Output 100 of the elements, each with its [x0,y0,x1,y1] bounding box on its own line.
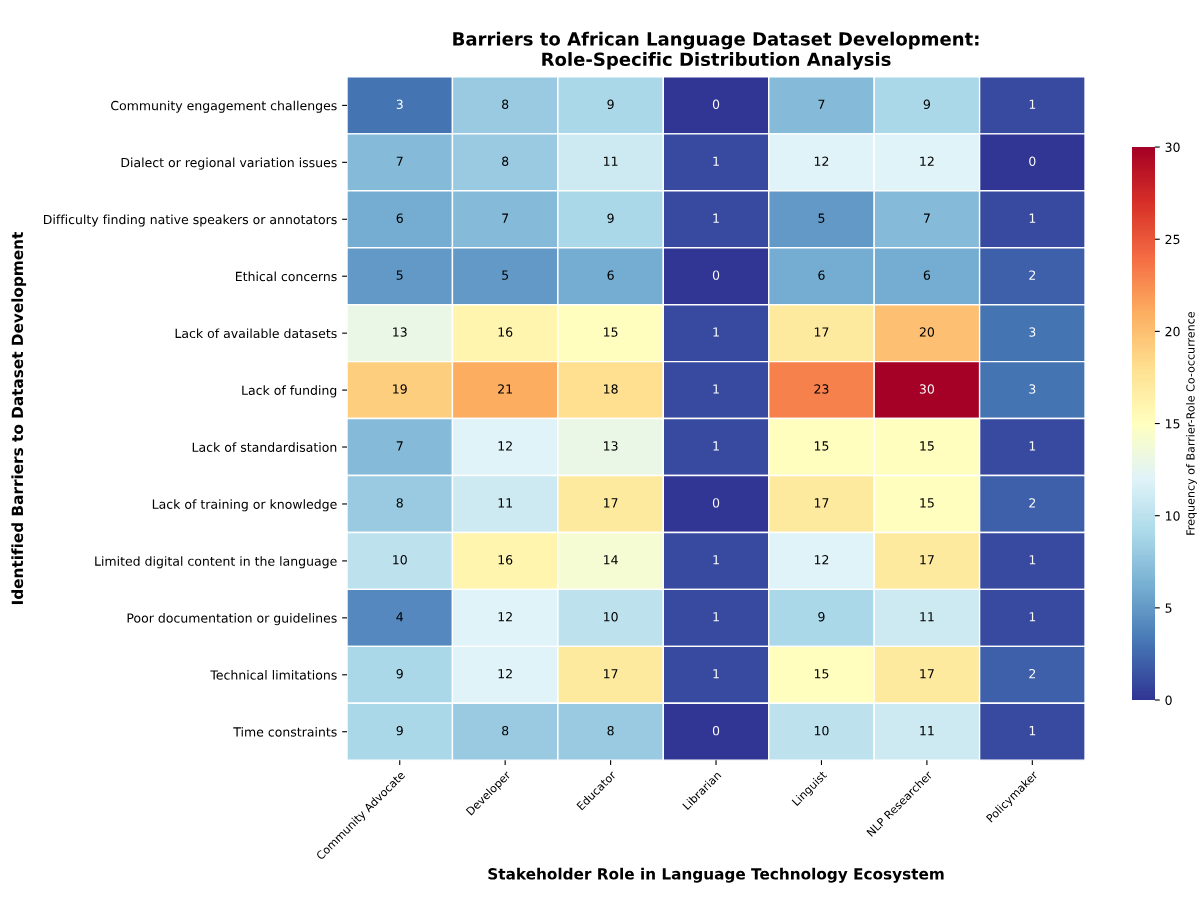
chart-title: Barriers to African Language Dataset Development: Role-Specific Distribution Analysis [453,31,979,70]
color-bar-label: 5 [1165,603,1172,613]
data-label: 10 [814,725,829,736]
data-label: 9 [607,99,614,110]
y-tick-label: Lack of standardisation [192,442,337,452]
data-label: 1 [1029,612,1036,622]
data-label: 20 [919,327,935,337]
data-label: 8 [502,725,509,736]
y-tick-label: Community engagement challenges [111,100,337,113]
data-label: 0 [1029,156,1036,166]
y-tick-label: Technical limitations [210,670,337,680]
data-label: 9 [396,668,403,679]
data-label: 1 [1029,726,1036,736]
y-tick-label: Dialect or regional variation issues [121,157,337,170]
data-label: 7 [923,213,930,223]
data-label: 10 [604,612,618,622]
y-tick-label: Lack of training or knowledge [152,499,337,512]
data-label: 0 [712,498,720,508]
data-label: 1 [713,612,719,622]
data-label: 15 [604,327,618,337]
data-label: 12 [498,612,512,622]
data-label: 1 [713,156,719,166]
data-label: 7 [502,213,509,223]
data-label: 12 [814,156,829,166]
data-label: 6 [818,270,825,280]
data-label: 0 [712,99,720,110]
data-label: 12 [920,156,934,166]
data-label: 17 [604,498,618,508]
data-label: 16 [498,327,513,337]
data-label: 9 [923,99,930,110]
color-bar-label: 15 [1165,419,1180,429]
data-label: 1 [713,555,719,565]
data-label: 6 [923,270,931,280]
data-label: 17 [920,555,934,565]
data-label: 14 [604,555,618,565]
data-label: 1 [713,213,719,223]
data-label: 19 [393,384,407,394]
data-label: 9 [607,213,614,223]
data-label: 3 [396,99,403,110]
y-tick-label: Difficulty finding native speakers or annotators [43,214,337,227]
data-label: 15 [814,441,829,451]
color-bar-label: 10 [1165,511,1180,521]
data-label: 2 [1029,498,1036,508]
data-label: 7 [396,441,403,451]
data-label: 1 [713,669,719,679]
y-axis-title: Identified Barriers to Dataset Development [11,232,27,605]
data-label: 5 [396,270,403,280]
color-bar-label: 20 [1165,326,1180,337]
data-label: 11 [920,726,934,736]
data-label: 6 [607,270,614,280]
data-label: 7 [818,99,825,109]
color-bar-title: Frequency of Barrier-Role Co-occurrence [1186,311,1197,535]
data-label: 4 [396,612,404,622]
data-label: 11 [498,498,512,508]
data-label: 9 [396,725,403,736]
data-label: 1 [1029,555,1036,565]
data-label: 2 [1029,668,1036,679]
data-label: 2 [1029,270,1036,280]
data-label: 1 [713,384,719,394]
data-label: 15 [920,441,934,451]
data-label: 11 [920,612,934,622]
data-label: 6 [396,213,403,223]
data-label: 1 [1029,441,1036,451]
data-label: 8 [607,725,614,736]
data-label: 16 [498,555,513,565]
y-tick-label: Lack of available datasets [175,328,337,339]
data-label: 0 [712,725,720,736]
data-label: 17 [920,669,934,679]
data-label: 12 [498,668,512,679]
data-label: 12 [814,555,829,565]
data-label: 1 [713,441,719,451]
data-label: 13 [393,327,407,337]
data-label: 17 [814,498,829,508]
x-axis-title: Stakeholder Role in Language Technology Ecosystem [488,867,944,883]
y-tick-label: Limited digital content in the language [95,556,337,569]
y-tick-label: Lack of funding [242,385,337,398]
color-bar-label: 25 [1165,234,1180,245]
color-bar-label: 0 [1165,695,1172,705]
data-label: 8 [396,498,403,508]
y-tick-label: Time constraints [233,726,337,737]
data-label: 5 [818,213,825,223]
data-label: 7 [396,156,403,166]
data-label: 10 [393,555,407,565]
data-label: 0 [712,270,720,280]
data-label: 11 [604,156,618,166]
data-label: 18 [604,384,618,394]
data-label: 21 [498,384,512,394]
data-label: 1 [1029,213,1036,223]
color-bar-label: 30 [1165,142,1180,152]
data-label: 3 [1029,384,1036,394]
data-label: 12 [498,441,512,451]
data-label: 8 [502,99,509,110]
data-label: 23 [814,384,829,394]
data-label: 17 [604,669,618,679]
data-label: 30 [919,384,935,394]
data-label: 3 [1029,327,1036,337]
data-label: 15 [920,498,934,508]
data-label: 1 [713,327,719,337]
data-label: 9 [818,612,825,622]
data-label: 15 [814,669,829,679]
